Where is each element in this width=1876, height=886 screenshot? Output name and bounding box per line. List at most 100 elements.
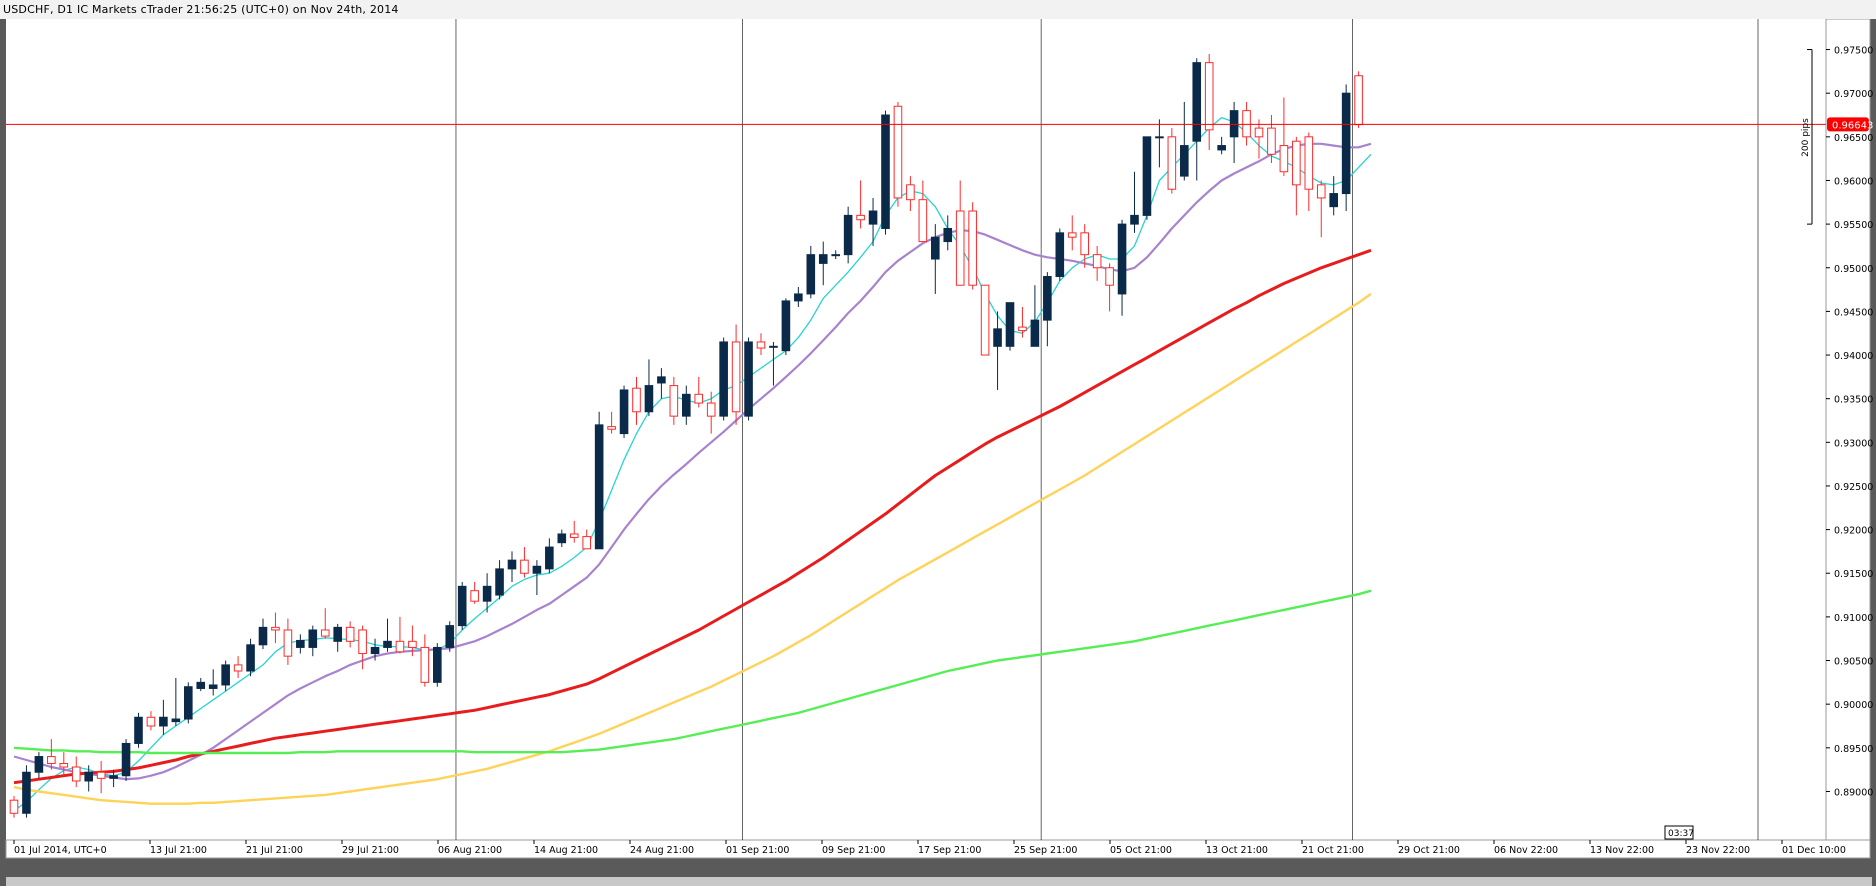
y-tick-label: 0.94000 [1834,351,1873,362]
price-axis-panel [1825,19,1871,859]
candle-body [84,771,94,782]
y-tick-label: 0.91000 [1834,613,1873,624]
candle-body [1092,254,1102,269]
y-tick-label: 0.97000 [1834,89,1873,100]
candle-body [968,210,977,286]
candle-body [868,210,878,225]
x-tick-label: 06 Aug 21:00 [438,845,502,856]
x-tick-label: 24 Aug 21:00 [630,845,694,856]
x-tick-label: 01 Dec 10:00 [1782,845,1846,856]
y-tick-label: 0.92500 [1834,482,1873,493]
candle-body [283,629,293,657]
time-axis-panel [5,839,1871,859]
moving-average-line [13,292,1372,805]
candle-body [1018,326,1027,332]
candle-body [208,684,218,689]
candle-body [1005,302,1015,347]
candle-body [420,646,430,683]
candle-body [271,626,280,631]
y-tick-label: 0.90500 [1834,657,1873,668]
candle-body [383,640,392,648]
candle-body [1304,136,1314,190]
countdown-label: 03:37 [1668,829,1694,839]
moving-average-line [13,589,1372,755]
candle-body [258,626,268,646]
candle-body [943,227,953,243]
candle-body [1217,145,1226,151]
x-tick-label: 13 Jul 21:00 [150,845,207,856]
candle-body [296,639,305,648]
candle-body [955,210,965,286]
candle-body [644,385,654,413]
candle-body [1043,275,1052,321]
candle-body [731,341,741,413]
moving-average-line [13,142,1372,781]
candle-body [856,214,865,221]
x-tick-label: 21 Oct 21:00 [1302,845,1364,856]
plot-background [6,19,1826,858]
candle-body [221,664,230,686]
candle-body [931,236,940,260]
x-tick-label: 14 Aug 21:00 [534,845,598,856]
candle-body [9,799,19,814]
candle-body [1155,136,1164,139]
candle-body [582,536,592,550]
candle-body [171,718,181,723]
candle-body [470,590,479,602]
y-tick-label: 0.93500 [1834,395,1873,406]
x-tick-label: 01 Sep 21:00 [726,845,789,856]
candle-body [1254,127,1264,138]
y-tick-label: 0.89500 [1834,744,1873,755]
candle-body [744,341,753,417]
candle-body [694,393,704,404]
candle-body [96,771,106,779]
x-tick-label: 13 Nov 22:00 [1590,845,1654,856]
candle-body [818,254,828,264]
candle-body [980,284,990,356]
candle-body [246,644,255,672]
candle-body [794,293,803,302]
x-tick-label: 06 Nov 22:00 [1494,845,1558,856]
candle-body [843,214,853,256]
x-tick-label: 29 Oct 21:00 [1398,845,1460,856]
x-tick-label: 23 Nov 22:00 [1686,845,1750,856]
x-tick-label: 05 Oct 21:00 [1110,845,1172,856]
candle-body [1080,232,1090,256]
price-chart[interactable]: 0.96643 0.97500 0.97000 0.96500 0.96000 0.955… [0,19,1876,869]
candle-body [993,328,1002,347]
candle-body [1130,214,1139,225]
current-price-label-bg [1827,117,1869,132]
candle-body [395,640,405,653]
x-tick-label: 17 Sep 21:00 [918,845,981,856]
candle-body [1316,184,1326,199]
candle-body [433,646,442,683]
candle-body [370,646,380,655]
y-tick-label: 0.93000 [1834,438,1873,449]
moving-average-line [13,248,1372,785]
chart-title: USDCHF, D1 IC Markets cTrader 21:56:25 (… [3,3,399,16]
candle-body [1117,223,1127,295]
candle-body [669,385,679,417]
candle-body [47,756,56,765]
candle-body [1329,193,1339,208]
candle-body [308,629,318,648]
candle-body [756,341,766,349]
y-tick-label: 0.95500 [1834,220,1873,231]
window-title-bar: USDCHF, D1 IC Markets cTrader 21:56:25 (… [0,0,1876,20]
candle-body [233,664,243,672]
candle-body [1030,319,1040,347]
candle-body [109,775,118,779]
y-tick-label: 0.95000 [1834,264,1873,275]
y-tick-label: 0.92000 [1834,526,1873,537]
y-tick-label: 0.96000 [1834,176,1873,187]
candle-body [781,300,791,352]
candle-body [906,184,915,201]
pips-label: 200 pips [1801,118,1811,157]
candle-body [769,345,778,348]
candle-body [657,376,666,384]
candle-body [507,559,517,570]
candle-body [358,629,367,655]
candle-body [918,199,928,243]
horizontal-scrollbar[interactable] [6,877,1872,886]
candle-body [1242,110,1251,138]
